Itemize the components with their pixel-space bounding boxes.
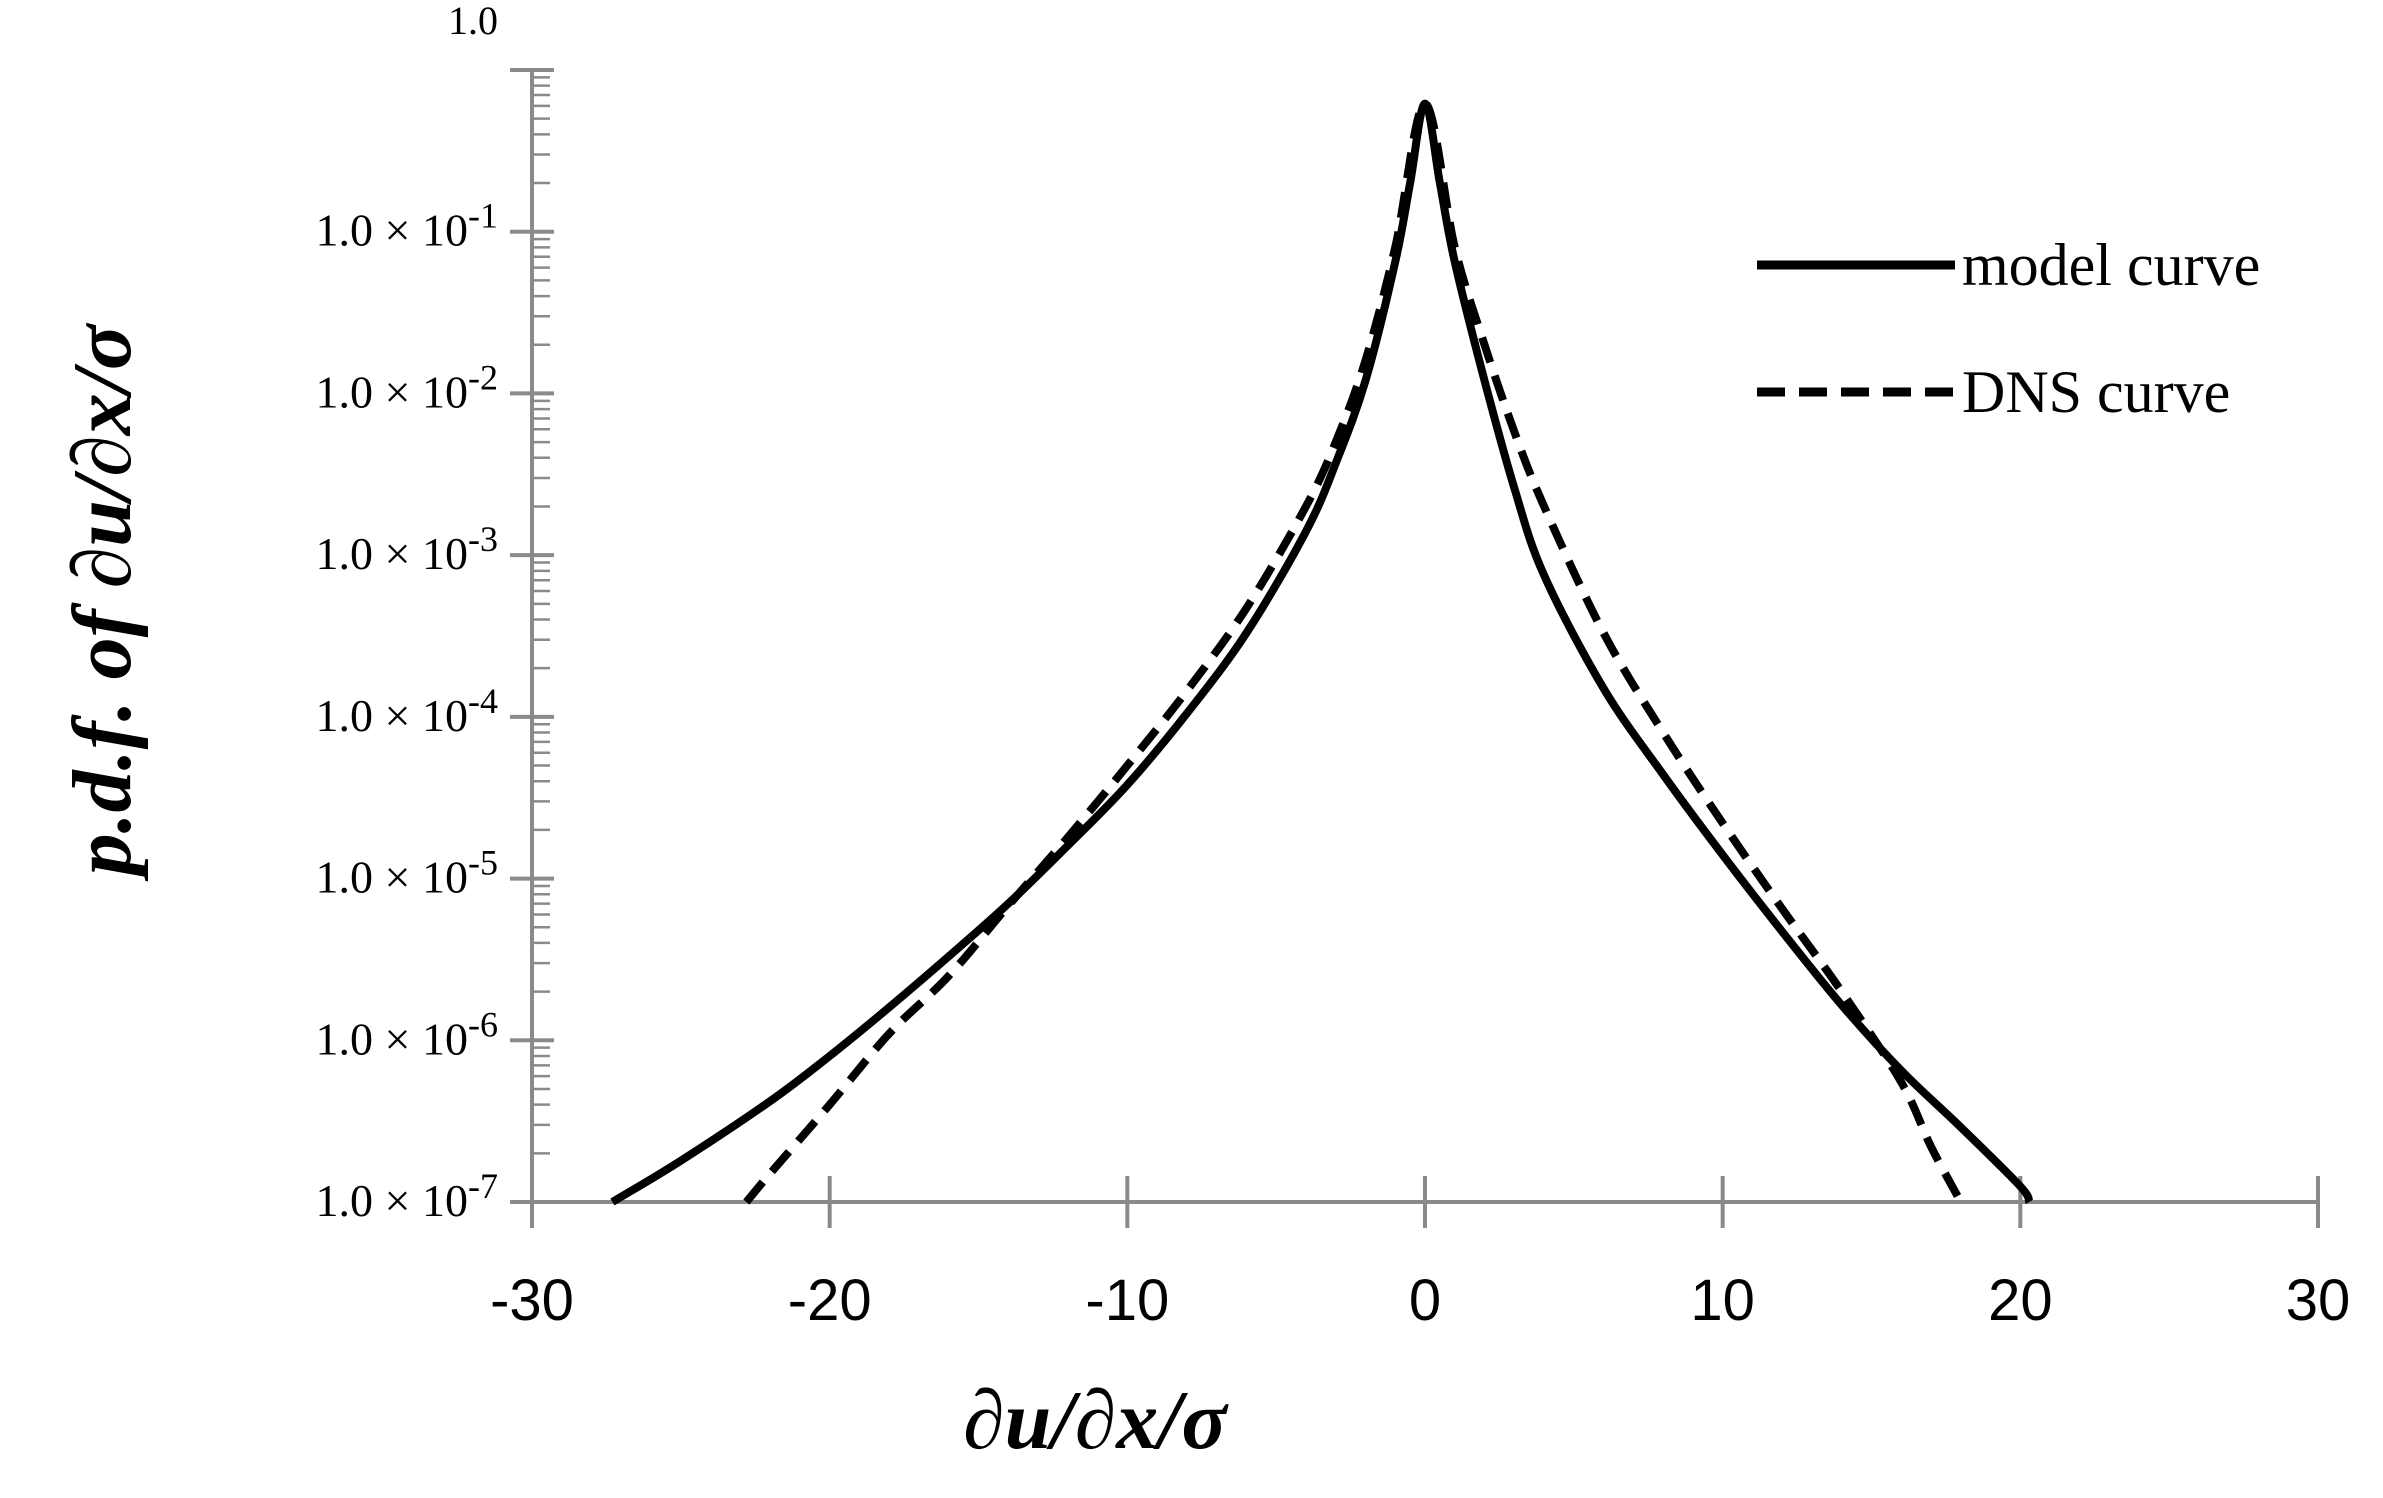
dns-curve-series-line bbox=[743, 99, 1965, 1205]
y-tick-label: 1.0 × 10-1 bbox=[316, 196, 498, 256]
plot-area bbox=[610, 99, 2034, 1206]
x-tick-label: 10 bbox=[1690, 1268, 1755, 1333]
x-tick-label: 30 bbox=[2286, 1268, 2351, 1333]
y-tick-label: 1.0 × 10-5 bbox=[316, 843, 498, 903]
x-tick-label: -20 bbox=[788, 1268, 872, 1333]
x-tick-label: 20 bbox=[1988, 1268, 2053, 1333]
y-axis-label: p.d.f. of ∂u/∂x/σ bbox=[56, 322, 149, 881]
y-tick-label: 1.0 × 10-3 bbox=[316, 519, 498, 579]
y-tick-label: 1.0 × 10-4 bbox=[316, 681, 498, 741]
y-tick-label: 1.0 bbox=[448, 0, 498, 43]
y-tick-label: 1.0 × 10-6 bbox=[316, 1004, 498, 1064]
x-tick-label: -30 bbox=[490, 1268, 574, 1333]
legend-label-model-curve: model curve bbox=[1962, 232, 2260, 298]
axes-ticks: -30 -20 -10 0 10 20 30 1.0 1.0 × 10-1 1.0 × 10-2 1… bbox=[316, 0, 2351, 1333]
legend-label-dns-curve: DNS curve bbox=[1962, 359, 2230, 425]
y-tick-label: 1.0 × 10-2 bbox=[316, 357, 498, 417]
x-tick-label: 0 bbox=[1409, 1268, 1441, 1333]
legend: model curve DNS curve bbox=[1757, 232, 2260, 425]
x-tick-label: -10 bbox=[1085, 1268, 1169, 1333]
x-axis-label: ∂u/∂x/σ bbox=[963, 1374, 1229, 1467]
y-tick-label: 1.0 × 10-7 bbox=[316, 1166, 498, 1226]
